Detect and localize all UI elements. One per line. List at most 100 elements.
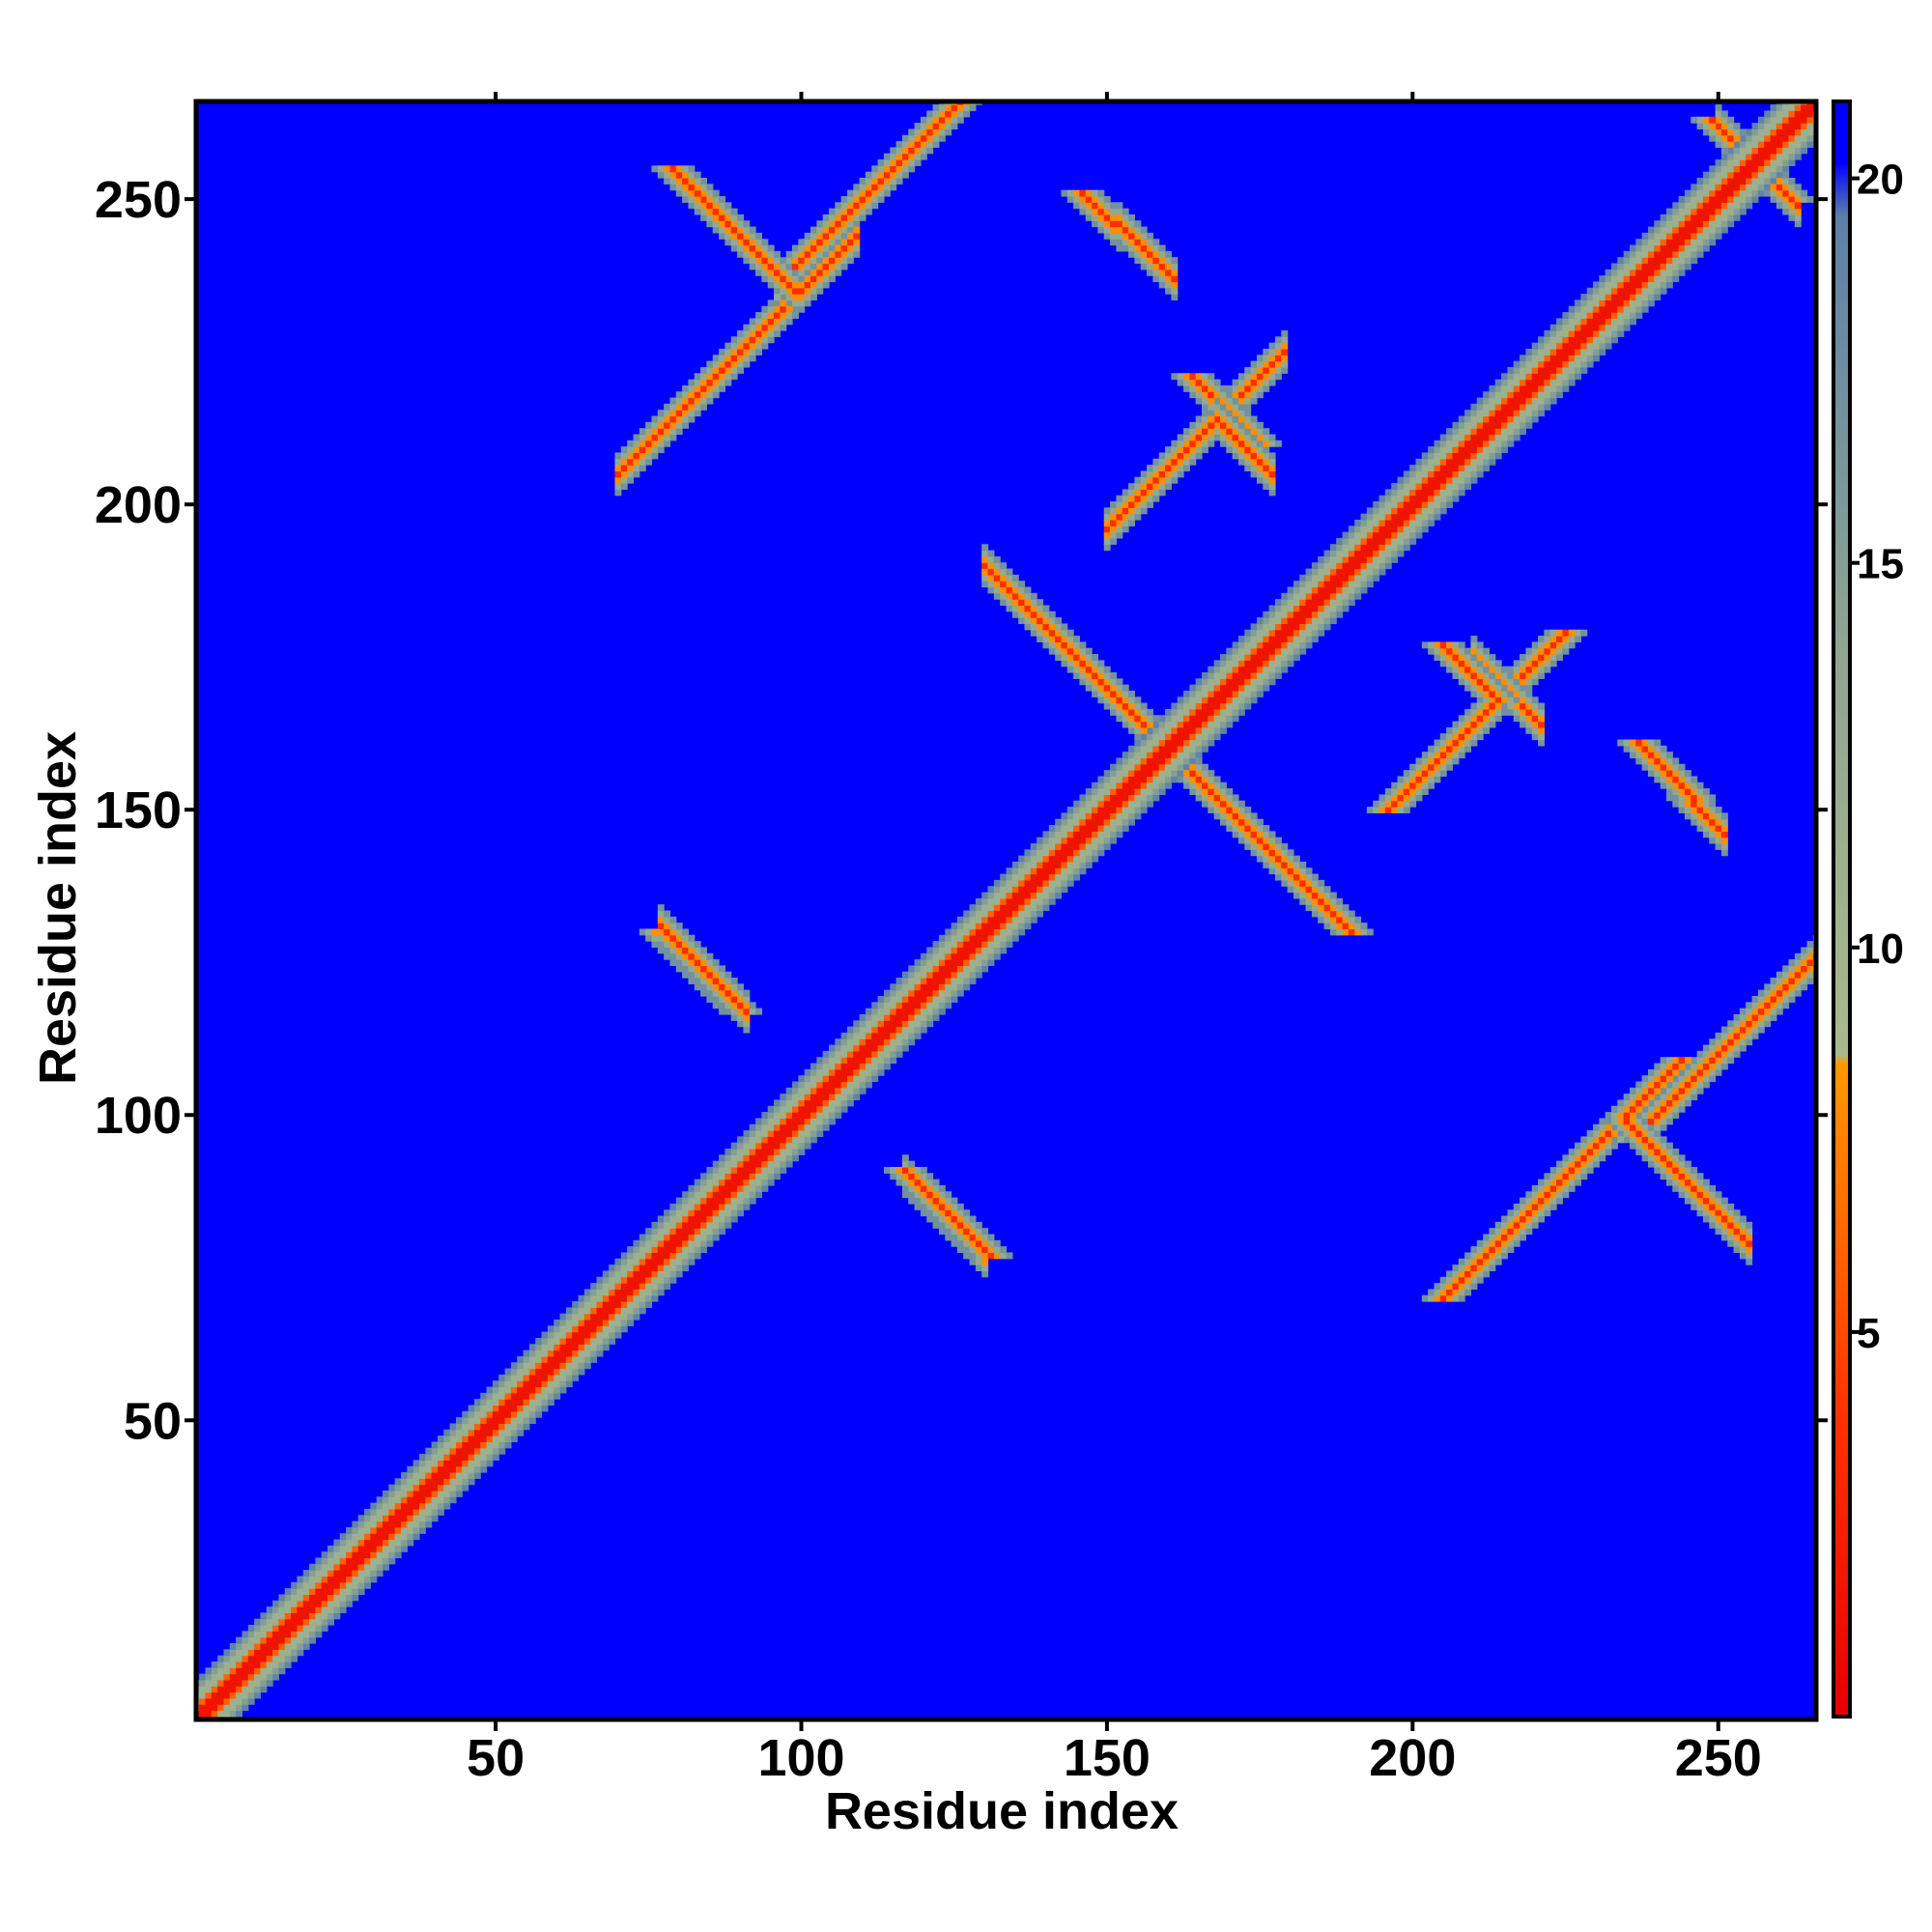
heatmap-cell: [1709, 178, 1717, 185]
heatmap-cell: [1250, 636, 1258, 642]
heatmap-cell: [767, 1149, 775, 1155]
heatmap-cell: [1739, 202, 1747, 210]
heatmap-cell: [236, 1655, 243, 1662]
heatmap-cell: [1678, 1075, 1686, 1083]
heatmap-cell: [437, 1460, 444, 1467]
heatmap-cell: [1470, 470, 1478, 478]
heatmap-cell: [480, 1417, 488, 1425]
heatmap-cell: [730, 1184, 738, 1192]
heatmap-cell: [1660, 770, 1667, 778]
heatmap-cell: [1464, 684, 1472, 692]
heatmap-cell: [1501, 391, 1509, 399]
heatmap-cell: [981, 1270, 989, 1278]
heatmap-cell: [645, 1258, 653, 1265]
heatmap-cell: [1318, 617, 1325, 625]
heatmap-cell: [651, 1258, 659, 1265]
heatmap-cell: [1323, 617, 1331, 625]
heatmap-cell: [1066, 812, 1074, 820]
heatmap-cell: [1690, 776, 1698, 783]
heatmap-cell: [339, 1576, 347, 1583]
heatmap-cell: [1720, 141, 1728, 149]
heatmap-cell: [504, 1405, 512, 1412]
heatmap-cell: [1140, 739, 1148, 747]
heatmap-cell: [774, 299, 781, 307]
heatmap-cell: [853, 1050, 861, 1058]
heatmap-cell: [1061, 629, 1068, 637]
heatmap-cell: [1720, 208, 1728, 215]
heatmap-cell: [1788, 110, 1796, 118]
heatmap-cell: [1617, 739, 1625, 747]
heatmap-cell: [315, 1570, 323, 1577]
heatmap-cell: [853, 1044, 861, 1052]
heatmap-cell: [1092, 781, 1099, 789]
heatmap-cell: [1641, 287, 1649, 295]
heatmap-cell: [425, 1454, 433, 1461]
heatmap-cell: [407, 1490, 414, 1497]
heatmap-cell: [278, 1655, 286, 1662]
heatmap-cell: [1348, 592, 1355, 600]
heatmap-cell: [1660, 757, 1667, 765]
heatmap-cell: [1439, 470, 1447, 478]
heatmap-cell: [1678, 244, 1686, 252]
heatmap-cell: [1202, 721, 1208, 728]
heatmap-cell: [969, 978, 977, 984]
heatmap-cell: [376, 1539, 384, 1547]
heatmap-cell: [1397, 519, 1405, 526]
heatmap-cell: [205, 1697, 213, 1705]
heatmap-cell: [583, 1294, 591, 1302]
heatmap-cell: [1483, 391, 1491, 399]
heatmap-cell: [1006, 568, 1013, 576]
heatmap-cell: [1250, 654, 1258, 661]
heatmap-cell: [700, 959, 708, 966]
heatmap-cell: [1575, 330, 1581, 337]
heatmap-cell: [578, 1313, 585, 1321]
heatmap-cell: [1764, 184, 1772, 191]
heatmap-cell: [724, 1008, 732, 1015]
heatmap-cell: [1366, 526, 1374, 533]
heatmap-cell: [883, 1020, 891, 1028]
heatmap-cell: [1397, 513, 1405, 521]
heatmap-cell: [719, 208, 725, 215]
heatmap-cell: [761, 239, 769, 246]
heatmap-cell: [688, 1209, 696, 1217]
heatmap-cell: [1568, 318, 1576, 326]
heatmap-cell: [706, 965, 714, 973]
heatmap-cell: [1299, 897, 1307, 905]
heatmap-cell: [828, 1050, 836, 1058]
heatmap-cell: [1690, 788, 1698, 796]
heatmap-cell: [1476, 397, 1484, 405]
heatmap-cell: [1727, 1234, 1735, 1241]
heatmap-cell: [1097, 690, 1105, 697]
heatmap-cell: [1226, 660, 1234, 668]
heatmap-cell: [315, 1594, 323, 1602]
heatmap-cell: [835, 239, 842, 246]
heatmap-cell: [535, 1410, 543, 1418]
heatmap-cell: [247, 1649, 255, 1657]
heatmap-cell: [547, 1344, 554, 1351]
heatmap-cell: [1617, 1123, 1625, 1131]
heatmap-cell: [908, 983, 916, 991]
heatmap-cell: [1366, 537, 1374, 545]
heatmap-cell: [1715, 110, 1722, 118]
heatmap-cell: [743, 995, 751, 1003]
heatmap-cell: [1641, 1136, 1649, 1144]
heatmap-cell: [1268, 452, 1276, 460]
heatmap-cell: [443, 1441, 451, 1449]
heatmap-cell: [1746, 134, 1753, 142]
heatmap-cell: [1727, 1215, 1735, 1223]
heatmap-cell: [859, 1050, 867, 1058]
heatmap-cell: [1066, 666, 1074, 673]
heatmap-cell: [1158, 770, 1166, 778]
heatmap-cell: [1360, 544, 1368, 552]
heatmap-cell: [480, 1447, 488, 1455]
heatmap-cell: [1483, 666, 1491, 673]
heatmap-cell: [1702, 788, 1710, 796]
heatmap-cell: [1672, 1160, 1680, 1168]
heatmap-cell: [1593, 281, 1600, 289]
heatmap-cell: [1256, 421, 1264, 429]
heatmap-cell: [706, 989, 714, 997]
heatmap-cell: [1305, 879, 1313, 887]
heatmap-cell: [1219, 696, 1227, 704]
heatmap-cell: [627, 1301, 635, 1308]
heatmap-cell: [1672, 232, 1680, 240]
